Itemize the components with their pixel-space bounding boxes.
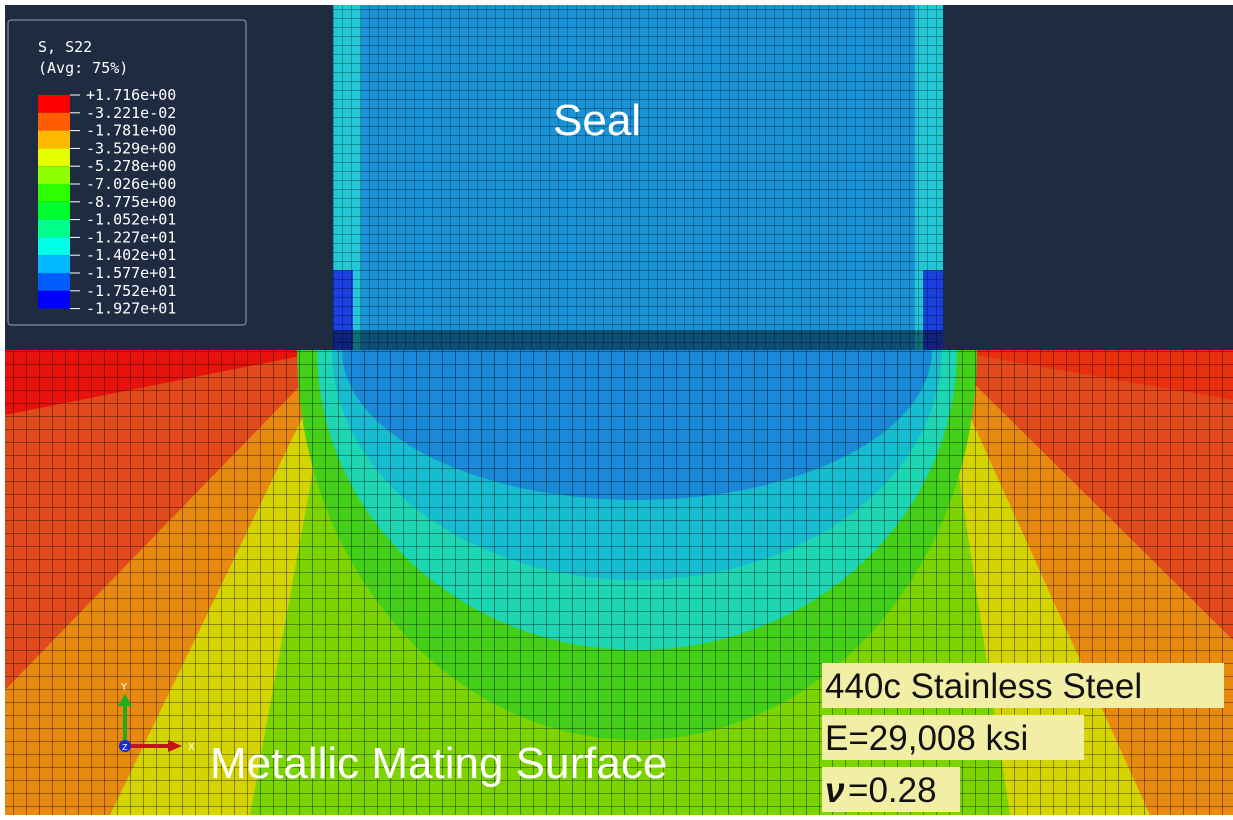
legend-swatch [38,237,70,255]
legend-level: +1.716e+00 [86,86,176,104]
legend-level: -3.221e-02 [86,104,176,122]
triad-x: X [188,742,195,753]
seal-label: Seal [553,96,641,145]
legend-swatch [38,220,70,238]
legend-level: -1.227e+01 [86,228,176,246]
legend-swatch [38,291,70,309]
legend-subtitle: (Avg: 75%) [38,59,128,77]
legend-swatch [38,166,70,184]
legend-swatch [38,148,70,166]
material-name: 440c Stainless Steel [825,667,1142,706]
legend-swatch [38,95,70,113]
legend-swatch [38,113,70,131]
legend-level: -1.402e+01 [86,246,176,264]
legend-title: S, S22 [38,38,92,56]
seal-body [333,5,943,350]
legend-level: -7.026e+00 [86,175,176,193]
material-modulus: E=29,008 ksi [825,719,1028,758]
fea-contour-plot: S, S22 (Avg: 75%) +1.716e+00-3.221e-02-1… [0,0,1233,820]
legend-swatch [38,131,70,149]
poisson-symbol: ν [825,771,845,810]
legend-level: -1.052e+01 [86,211,176,229]
triad-z: Z [122,743,128,752]
legend-swatch [38,273,70,291]
legend-level: -8.775e+00 [86,193,176,211]
legend-level: -5.278e+00 [86,157,176,175]
legend-level: -3.529e+00 [86,139,176,157]
legend-level: -1.577e+01 [86,264,176,282]
legend-level: -1.752e+01 [86,282,176,300]
legend-swatch [38,202,70,220]
surface-label: Metallic Mating Surface [210,739,667,788]
legend-level: -1.781e+00 [86,122,176,140]
triad-y: Y [120,682,128,693]
legend-swatch [38,255,70,273]
poisson-value: =0.28 [848,771,937,810]
legend: +1.716e+00-3.221e-02-1.781e+00-3.529e+00… [38,86,176,318]
legend-level: -1.927e+01 [86,300,176,318]
legend-swatch [38,184,70,202]
